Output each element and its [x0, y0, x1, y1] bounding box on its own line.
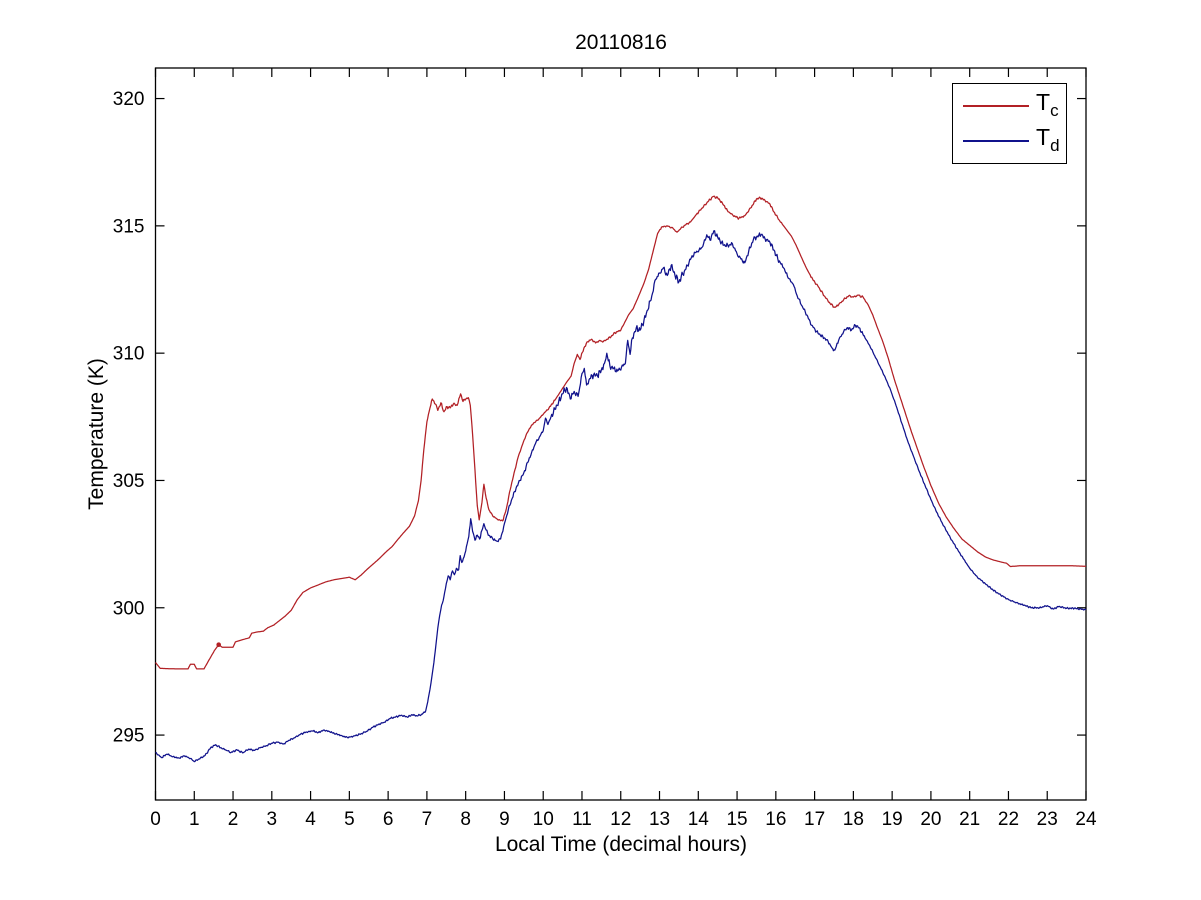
legend-label-td: Td	[1036, 123, 1060, 155]
x-tick-label: 7	[422, 809, 433, 830]
x-tick-label: 21	[959, 809, 980, 830]
x-tick-label: 4	[305, 809, 316, 830]
series-line-Td	[155, 230, 1087, 763]
x-tick-label: 14	[688, 809, 710, 830]
x-tick-label: 3	[267, 809, 278, 830]
legend-box: Tc Td	[952, 83, 1067, 164]
x-tick-label: 6	[383, 809, 394, 830]
x-tick-label: 1	[189, 809, 200, 830]
y-tick-label: 295	[113, 726, 145, 747]
x-tick-label: 10	[533, 809, 554, 830]
x-tick-label: 20	[920, 809, 941, 830]
y-tick-label: 310	[113, 344, 145, 365]
data-point-marker-Tc	[216, 642, 221, 647]
y-tick-label: 300	[113, 598, 145, 619]
x-tick-label: 2	[228, 809, 239, 830]
legend-entry-td: Td	[953, 124, 1066, 158]
x-tick-label: 24	[1075, 809, 1097, 830]
x-tick-label: 11	[572, 809, 592, 830]
x-tick-label: 18	[843, 809, 864, 830]
x-tick-label: 12	[610, 809, 631, 830]
y-tick-label: 305	[113, 471, 145, 492]
plot-border	[154, 67, 1087, 801]
y-axis-label: Temperature (K)	[85, 358, 108, 510]
series-line-Tc	[155, 195, 1087, 670]
y-tick-label: 320	[113, 89, 145, 110]
x-tick-label: 23	[1037, 809, 1058, 830]
x-tick-label: 13	[649, 809, 670, 830]
y-tick-label: 315	[113, 216, 145, 237]
x-tick-label: 8	[460, 809, 471, 830]
x-tick-label: 0	[150, 809, 161, 830]
legend-line-sample-blue	[963, 140, 1029, 142]
legend-label-tc: Tc	[1036, 88, 1059, 120]
x-tick-label: 16	[765, 809, 786, 830]
x-axis-label: Local Time (decimal hours)	[494, 833, 748, 856]
x-tick-label: 5	[344, 809, 355, 830]
legend-entry-tc: Tc	[953, 89, 1066, 123]
x-tick-label: 9	[499, 809, 510, 830]
x-tick-label: 17	[804, 809, 825, 830]
x-tick-label: 15	[726, 809, 747, 830]
x-tick-label: 22	[998, 809, 1019, 830]
legend-line-sample-red	[963, 105, 1029, 107]
x-tick-label: 19	[882, 809, 903, 830]
chart-title: 20110816	[575, 31, 667, 54]
